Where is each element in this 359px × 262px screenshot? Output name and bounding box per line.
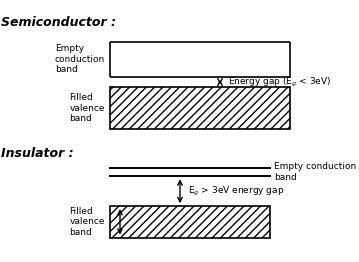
Text: Insulator :: Insulator : (1, 147, 74, 160)
Text: Empty
conduction
band: Empty conduction band (55, 45, 105, 74)
Text: Semiconductor :: Semiconductor : (1, 16, 116, 29)
Text: E$_g$ > 3eV energy gap: E$_g$ > 3eV energy gap (188, 185, 284, 198)
Text: Filled
valence
band: Filled valence band (70, 207, 105, 237)
Bar (110, 206, 270, 238)
Text: Filled
valence
band: Filled valence band (70, 93, 105, 123)
Bar (110, 87, 290, 129)
Text: Energy gap (E$_g$ < 3eV): Energy gap (E$_g$ < 3eV) (228, 75, 331, 89)
Text: Empty conduction
band: Empty conduction band (274, 162, 356, 182)
